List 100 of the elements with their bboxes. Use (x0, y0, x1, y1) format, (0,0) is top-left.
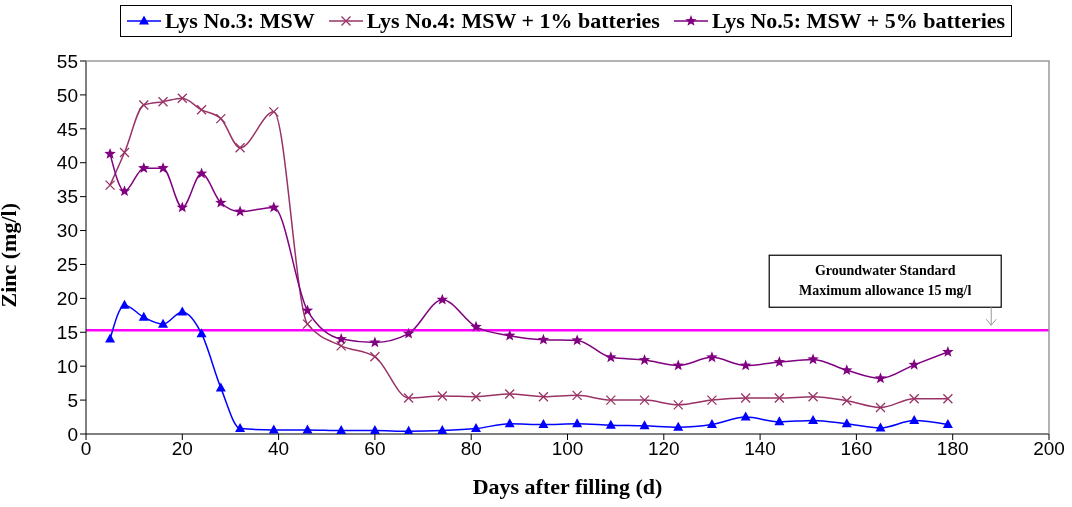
x-tick-label: 200 (1033, 438, 1065, 460)
point (302, 424, 313, 434)
point (335, 333, 347, 344)
legend-label: Lys No.3: MSW (164, 8, 315, 34)
point (470, 320, 482, 332)
point (402, 327, 415, 339)
y-tick-label: 5 (67, 389, 78, 411)
point (841, 395, 852, 406)
x-tick-label: 180 (936, 438, 969, 460)
point (672, 359, 684, 371)
point (875, 422, 886, 432)
point (215, 113, 226, 124)
point (504, 329, 516, 341)
point (706, 351, 718, 363)
x-tick-label: 60 (364, 438, 386, 460)
x-tick-label: 160 (840, 438, 873, 460)
point (807, 353, 819, 365)
point (336, 425, 347, 434)
x-tick-label: 120 (647, 438, 680, 460)
point (177, 306, 188, 316)
point (538, 419, 549, 429)
point (105, 333, 116, 343)
y-tick-label: 25 (56, 254, 78, 276)
point (104, 147, 116, 159)
point (158, 318, 169, 328)
point (841, 364, 853, 376)
point (909, 414, 920, 424)
point (773, 356, 786, 367)
point (572, 418, 583, 428)
point (471, 423, 482, 433)
x-tick-label: 140 (744, 438, 776, 460)
point (138, 311, 149, 321)
point (196, 104, 207, 115)
point (268, 201, 280, 213)
point (403, 425, 414, 434)
point (119, 299, 130, 309)
point (268, 106, 279, 118)
point (774, 392, 785, 404)
y-tick-label: 10 (56, 355, 78, 377)
x-tick-label: 100 (551, 438, 584, 460)
y-tick-label: 40 (56, 152, 78, 174)
point (369, 351, 381, 362)
legend-label: Lys No.5: MSW + 5% batteries (711, 8, 1006, 34)
point (195, 167, 208, 179)
point (138, 99, 149, 111)
point (875, 402, 886, 413)
point (157, 96, 169, 107)
point (639, 420, 650, 430)
point (504, 388, 515, 400)
x-tick-label: 40 (268, 438, 290, 460)
point (234, 142, 246, 153)
x-tick-label: 20 (171, 438, 193, 460)
y-tick-label: 30 (56, 220, 78, 242)
point (942, 345, 954, 357)
point (538, 391, 549, 402)
point (807, 391, 819, 402)
point (673, 421, 684, 431)
point (605, 351, 617, 363)
point (504, 418, 515, 428)
point (176, 201, 189, 213)
point (157, 162, 169, 174)
point (774, 416, 785, 426)
legend-label: Lys No.4: MSW + 1% batteries (366, 8, 660, 34)
point (369, 425, 380, 434)
point (470, 391, 482, 402)
point (177, 93, 188, 104)
point (841, 418, 852, 428)
point (740, 411, 751, 421)
y-tick-label: 50 (56, 84, 78, 106)
point (942, 393, 954, 404)
y-tick-label: 55 (56, 50, 78, 72)
point (605, 419, 616, 429)
point (808, 414, 819, 424)
point (908, 358, 920, 370)
point (739, 359, 752, 371)
point (605, 394, 616, 406)
point (196, 328, 207, 338)
point (118, 185, 131, 197)
x-axis-title: Days after filling (d) (472, 474, 663, 499)
point (706, 419, 717, 429)
annotation: Groundwater Standard Maximum allowance 15 mg/l (799, 263, 972, 299)
point (104, 179, 116, 191)
point (119, 147, 130, 158)
point (436, 293, 449, 305)
point (138, 162, 150, 174)
y-tick-label: 45 (56, 118, 78, 140)
point (942, 419, 953, 429)
x-tick-label: 80 (460, 438, 482, 460)
point (571, 390, 583, 401)
point (336, 340, 347, 351)
point (673, 399, 684, 410)
point (638, 354, 651, 365)
y-tick-label: 0 (67, 423, 78, 445)
point (706, 394, 718, 406)
point (437, 425, 448, 434)
point (302, 318, 313, 330)
point (874, 372, 887, 384)
point (403, 392, 414, 404)
point (234, 205, 246, 217)
point (301, 304, 314, 316)
